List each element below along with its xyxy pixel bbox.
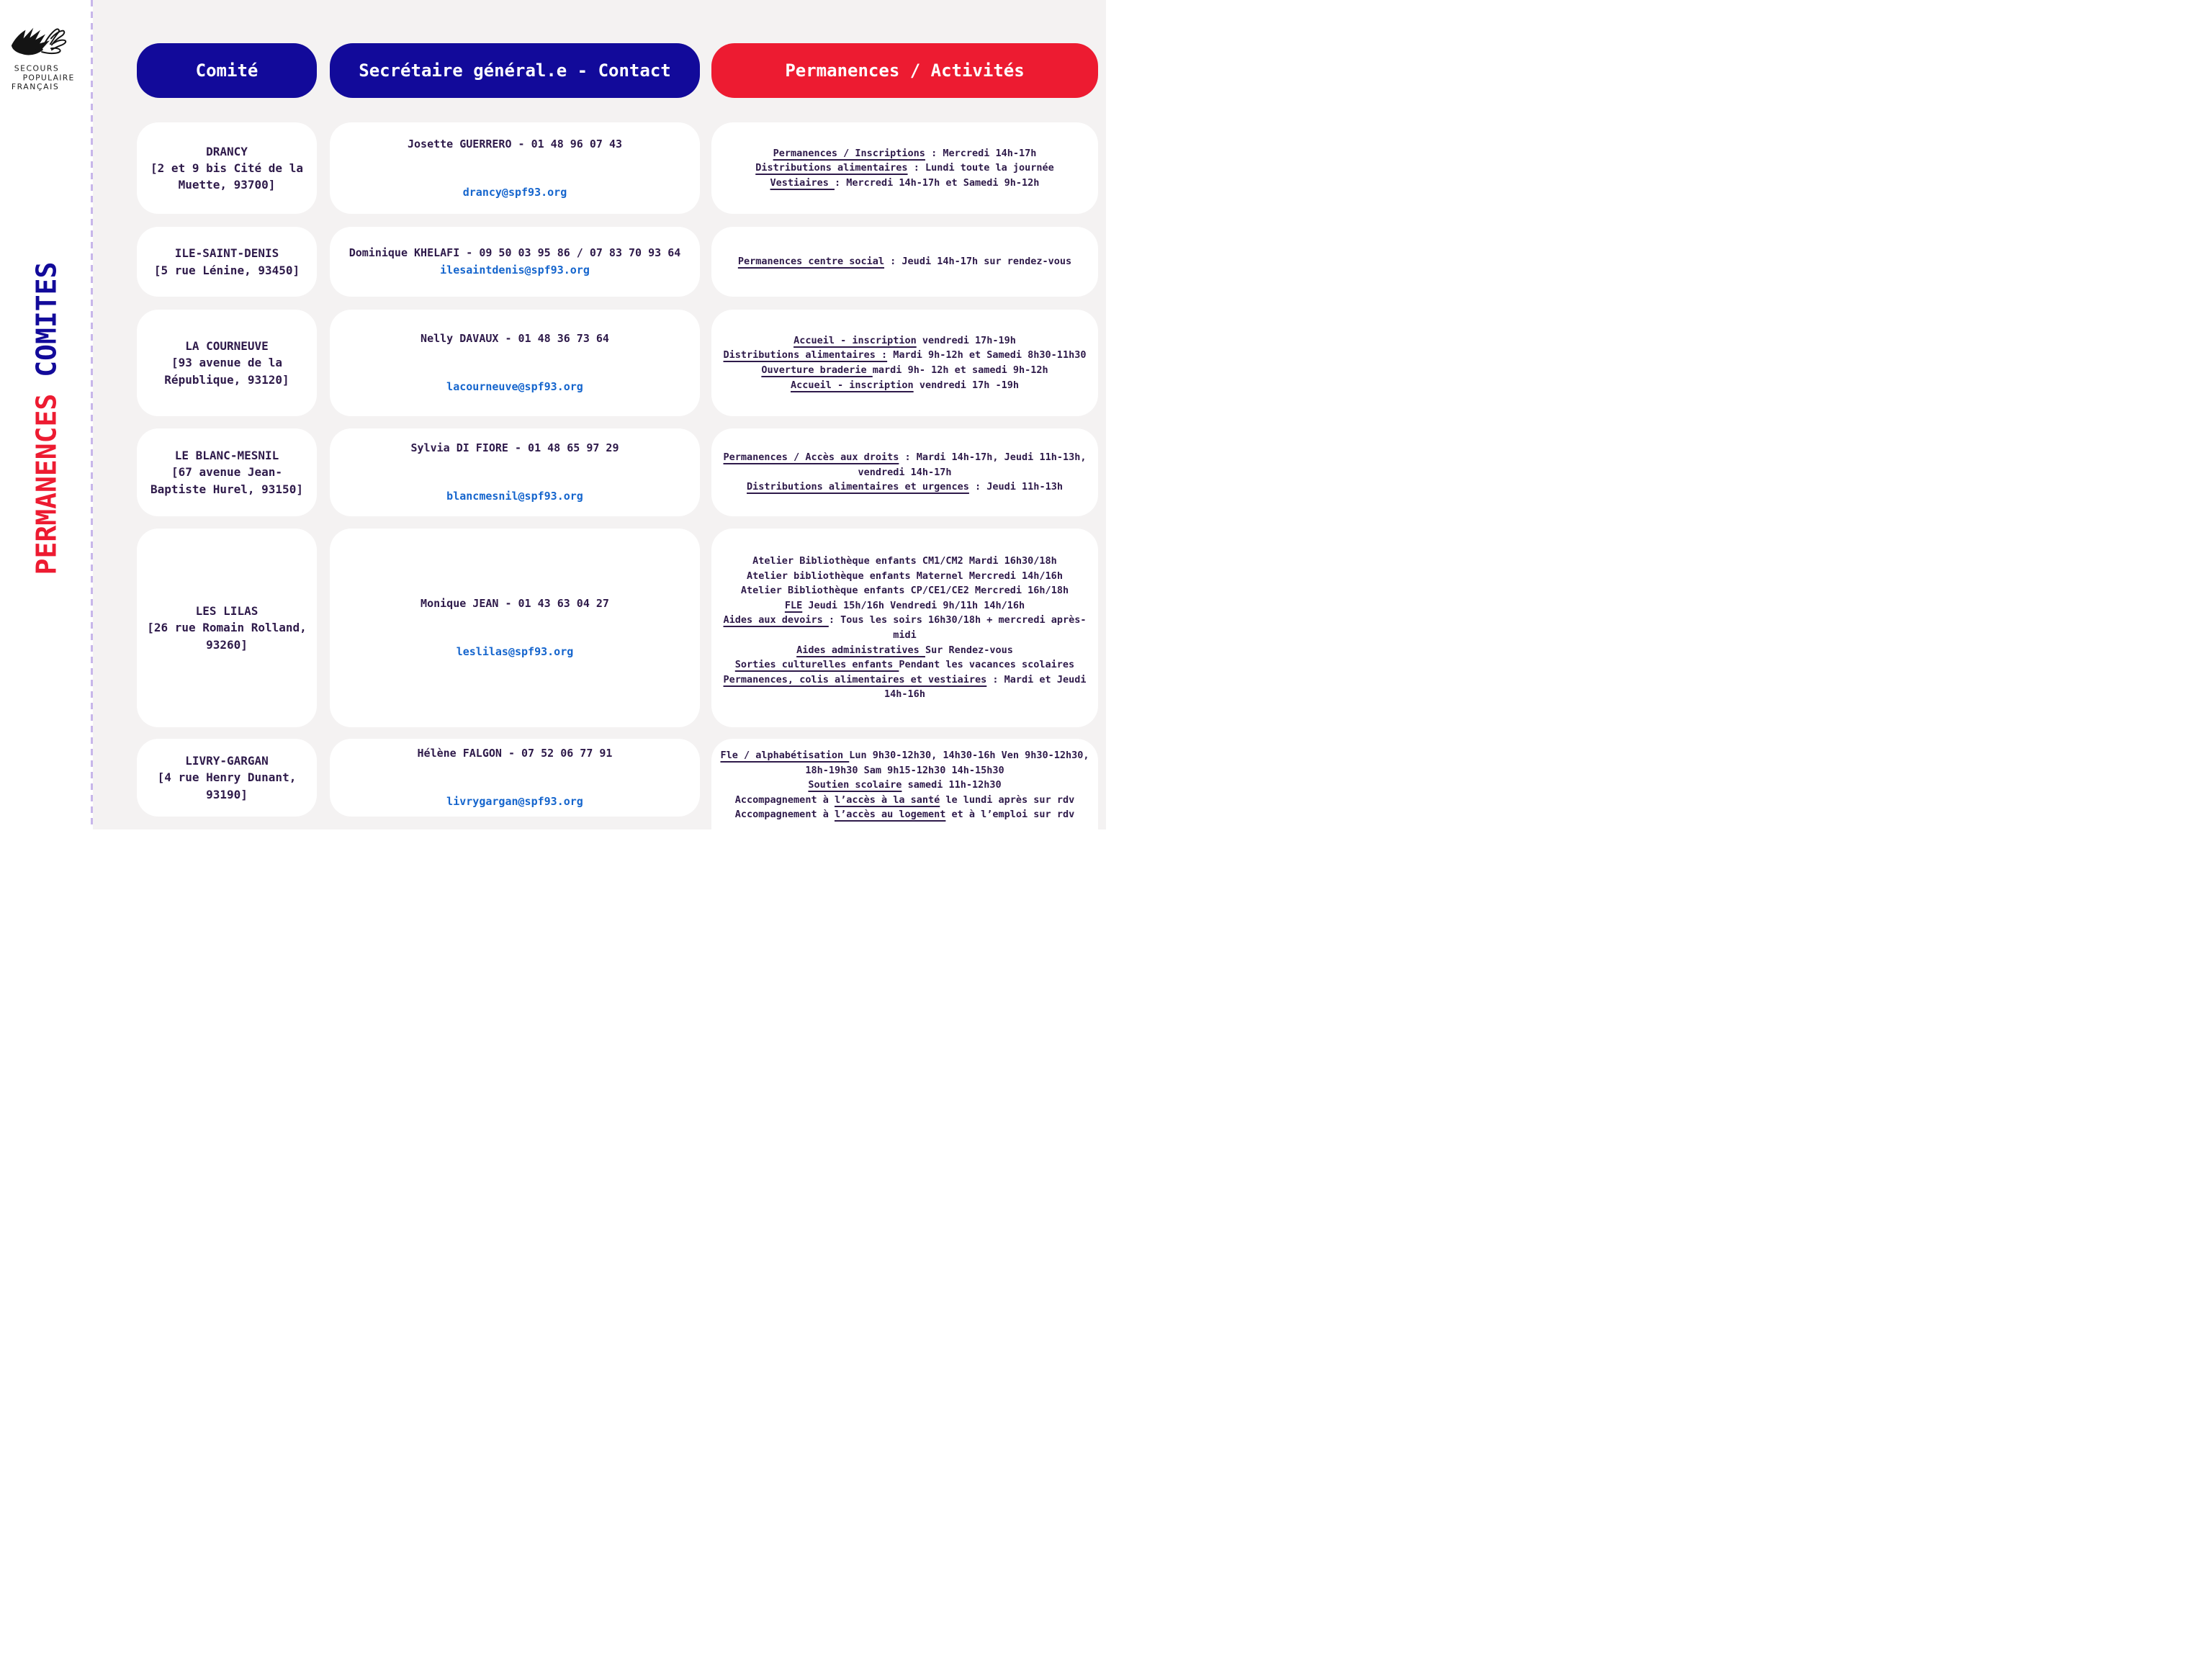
- activity-line: Ouverture braderie mardi 9h- 12h et same…: [761, 364, 1048, 376]
- activity-line: Accompagnement à l’accès à la santé le l…: [734, 793, 1075, 806]
- comite-cell: ILE-SAINT-DENIS [5 rue Lénine, 93450]: [137, 227, 317, 297]
- contact-cell: Josette GUERRERO - 01 48 96 07 43 drancy…: [330, 122, 700, 214]
- bird-wing-icon: [11, 27, 50, 55]
- activity-line: Distributions alimentaires : Lundi toute…: [755, 162, 1054, 174]
- activities-cell: Atelier Bibliothèque enfants CM1/CM2 Mar…: [711, 529, 1098, 727]
- activity-line: Vestiaires : Mercredi 14h-17h et Samedi …: [770, 176, 1040, 189]
- comite-address: [5 rue Lénine, 93450]: [153, 263, 300, 277]
- sidebar-divider: [91, 0, 93, 830]
- comite-cell: LIVRY-GARGAN [4 rue Henry Dunant, 93190]: [137, 739, 317, 817]
- table-row: DRANCY [2 et 9 bis Cité de la Muette, 93…: [137, 122, 1106, 214]
- activity-line: Atelier Bibliothèque enfants CM1/CM2 Mar…: [752, 555, 1057, 567]
- activities-cell: Accueil - inscription vendredi 17h-19h Di…: [711, 310, 1098, 416]
- contact-name-phone: Hélène FALGON - 07 52 06 77 91: [417, 747, 613, 760]
- header-activites: Permanences / Activités: [711, 43, 1098, 98]
- vertical-page-title: PERMANENCES COMITES: [19, 228, 73, 609]
- activity-line: Fle / alphabétisation Lun 9h30-12h30, 14…: [720, 750, 1089, 776]
- comite-name: LA COURNEUVE: [185, 339, 269, 354]
- contact-name-phone: Sylvia DI FIORE - 01 48 65 97 29: [410, 441, 619, 454]
- contact-cell: Monique JEAN - 01 43 63 04 27 leslilas@s…: [330, 529, 700, 727]
- activity-line: Permanences / Accès aux droits : Mardi 1…: [723, 451, 1087, 478]
- activities-cell: Permanences / Accès aux droits : Mardi 1…: [711, 428, 1098, 516]
- contact-email-link[interactable]: blancmesnil@spf93.org: [446, 490, 583, 503]
- comite-address: [2 et 9 bis Cité de la Muette, 93700]: [150, 161, 303, 192]
- activities-cell: Permanences / Inscriptions : Mercredi 14…: [711, 122, 1098, 214]
- vertical-title-comites: COMITES: [30, 261, 62, 377]
- comite-name: LIVRY-GARGAN: [185, 754, 269, 768]
- table-row: ILE-SAINT-DENIS [5 rue Lénine, 93450] Do…: [137, 227, 1106, 297]
- logo-line-2: POPULAIRE: [23, 73, 76, 82]
- activity-line: Accompagnement à l’accès au logement et …: [734, 809, 1075, 821]
- table-row: LE BLANC-MESNIL [67 avenue Jean-Baptiste…: [137, 428, 1106, 516]
- activities-cell: Permanences centre social : Jeudi 14h-17…: [711, 227, 1098, 297]
- table-row: LA COURNEUVE [93 avenue de la République…: [137, 310, 1106, 416]
- contact-email-link[interactable]: leslilas@spf93.org: [456, 645, 574, 658]
- activity-line: Permanences, colis alimentaires et vesti…: [723, 673, 1087, 701]
- contact-cell: Dominique KHELAFI - 09 50 03 95 86 / 07 …: [330, 227, 700, 297]
- comite-address: [93 avenue de la République, 93120]: [164, 356, 289, 387]
- activity-line: Permanences centre social : Jeudi 14h-17…: [737, 256, 1072, 268]
- activity-line: Aides aux devoirs : Tous les soirs 16h30…: [723, 614, 1087, 641]
- comite-cell: LA COURNEUVE [93 avenue de la République…: [137, 310, 317, 416]
- logo-line-3: FRANÇAIS: [12, 82, 60, 91]
- contact-name-phone: Nelly DAVAUX - 01 48 36 73 64: [421, 332, 609, 345]
- hand-icon: [40, 28, 67, 55]
- comite-cell: LES LILAS [26 rue Romain Rolland, 93260]: [137, 529, 317, 727]
- activity-line: Atelier bibliothèque enfants Maternel Me…: [747, 570, 1063, 582]
- contact-cell: Sylvia DI FIORE - 01 48 65 97 29 blancme…: [330, 428, 700, 516]
- activity-line: Accueil - inscription vendredi 17h -19h: [791, 379, 1019, 391]
- contact-email-link[interactable]: livrygargan@spf93.org: [446, 795, 583, 808]
- contact-name-phone: Dominique KHELAFI - 09 50 03 95 86 / 07 …: [349, 246, 681, 259]
- activity-line: Accueil - inscription vendredi 17h-19h: [793, 334, 1016, 346]
- activity-line: Distributions alimentaires et urgences :…: [747, 481, 1063, 493]
- contact-name-phone: Josette GUERRERO - 01 48 96 07 43: [407, 137, 622, 150]
- comite-address: [67 avenue Jean-Baptiste Hurel, 93150]: [150, 465, 303, 496]
- activity-line: Sorties culturelles enfants Pendant les …: [734, 659, 1075, 671]
- comite-name: LE BLANC-MESNIL: [174, 449, 279, 463]
- header-contact: Secrétaire général.e - Contact: [330, 43, 700, 98]
- contact-cell: Nelly DAVAUX - 01 48 36 73 64 lacourneuv…: [330, 310, 700, 416]
- table-header-row: Comité Secrétaire général.e - Contact Pe…: [137, 43, 1106, 98]
- vertical-title-permanences: PERMANENCES: [30, 393, 62, 575]
- spf-logo: SECOURS POPULAIRE FRANÇAIS: [11, 27, 76, 91]
- contact-email-link[interactable]: ilesaintdenis@spf93.org: [440, 264, 590, 276]
- contact-email-link[interactable]: lacourneuve@spf93.org: [446, 380, 583, 393]
- permanences-table: Comité Secrétaire général.e - Contact Pe…: [137, 43, 1106, 926]
- activity-line: Soutien scolaire samedi 11h-12h30: [808, 779, 1002, 791]
- table-row: LIVRY-GARGAN [4 rue Henry Dunant, 93190]…: [137, 739, 1106, 926]
- comite-address: [26 rue Romain Rolland, 93260]: [147, 621, 307, 652]
- activity-line: Permanences / Inscriptions : Mercredi 14…: [773, 147, 1037, 159]
- activities-cell: Fle / alphabétisation Lun 9h30-12h30, 14…: [711, 739, 1098, 926]
- activity-line: Aides administratives Sur Rendez-vous: [796, 644, 1013, 656]
- comite-name: LES LILAS: [195, 604, 258, 619]
- activity-line: Distributions alimentaires : Mardi 9h-12…: [723, 349, 1087, 361]
- activity-line: Atelier Bibliothèque enfants CP/CE1/CE2 …: [740, 585, 1069, 597]
- activity-line: FLE Jeudi 15h/16h Vendredi 9h/11h 14h/16…: [784, 599, 1025, 611]
- table-row: LES LILAS [26 rue Romain Rolland, 93260]…: [137, 529, 1106, 727]
- contact-cell: Hélène FALGON - 07 52 06 77 91 livrygarg…: [330, 739, 700, 817]
- comite-name: DRANCY: [206, 144, 248, 158]
- logo-line-1: SECOURS: [14, 64, 60, 73]
- comite-cell: LE BLANC-MESNIL [67 avenue Jean-Baptiste…: [137, 428, 317, 516]
- contact-email-link[interactable]: drancy@spf93.org: [462, 185, 567, 199]
- header-comite: Comité: [137, 43, 317, 98]
- comite-cell: DRANCY [2 et 9 bis Cité de la Muette, 93…: [137, 122, 317, 214]
- comite-name: ILE-SAINT-DENIS: [174, 246, 279, 261]
- contact-name-phone: Monique JEAN - 01 43 63 04 27: [421, 597, 609, 610]
- bird-body-icon: [17, 46, 44, 55]
- comite-address: [4 rue Henry Dunant, 93190]: [157, 770, 297, 801]
